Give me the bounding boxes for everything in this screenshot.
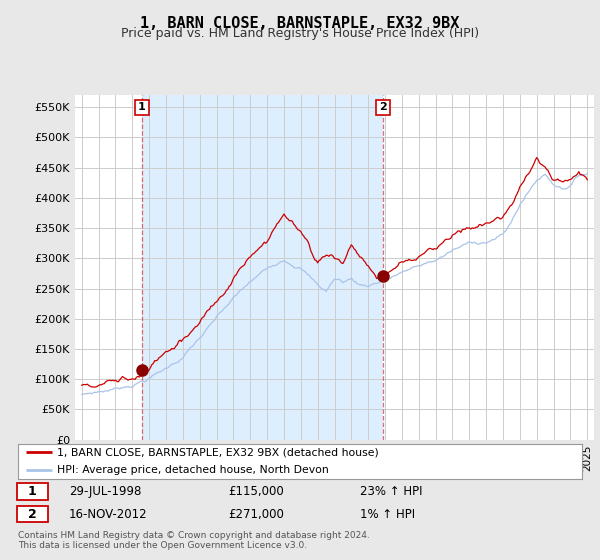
Text: 1: 1 <box>28 485 37 498</box>
Text: 1: 1 <box>138 102 146 113</box>
Text: 16-NOV-2012: 16-NOV-2012 <box>69 507 148 521</box>
Text: 29-JUL-1998: 29-JUL-1998 <box>69 485 142 498</box>
Text: 2: 2 <box>379 102 387 113</box>
Text: 2: 2 <box>28 507 37 521</box>
Bar <box>142 95 383 440</box>
Text: 23% ↑ HPI: 23% ↑ HPI <box>360 485 422 498</box>
Text: 1, BARN CLOSE, BARNSTAPLE, EX32 9BX (detached house): 1, BARN CLOSE, BARNSTAPLE, EX32 9BX (det… <box>58 447 379 458</box>
Text: 1% ↑ HPI: 1% ↑ HPI <box>360 507 415 521</box>
Text: 1, BARN CLOSE, BARNSTAPLE, EX32 9BX: 1, BARN CLOSE, BARNSTAPLE, EX32 9BX <box>140 16 460 31</box>
Text: £271,000: £271,000 <box>228 507 284 521</box>
Text: Contains HM Land Registry data © Crown copyright and database right 2024.
This d: Contains HM Land Registry data © Crown c… <box>18 531 370 550</box>
Text: £115,000: £115,000 <box>228 485 284 498</box>
Text: Price paid vs. HM Land Registry's House Price Index (HPI): Price paid vs. HM Land Registry's House … <box>121 27 479 40</box>
Text: HPI: Average price, detached house, North Devon: HPI: Average price, detached house, Nort… <box>58 465 329 475</box>
